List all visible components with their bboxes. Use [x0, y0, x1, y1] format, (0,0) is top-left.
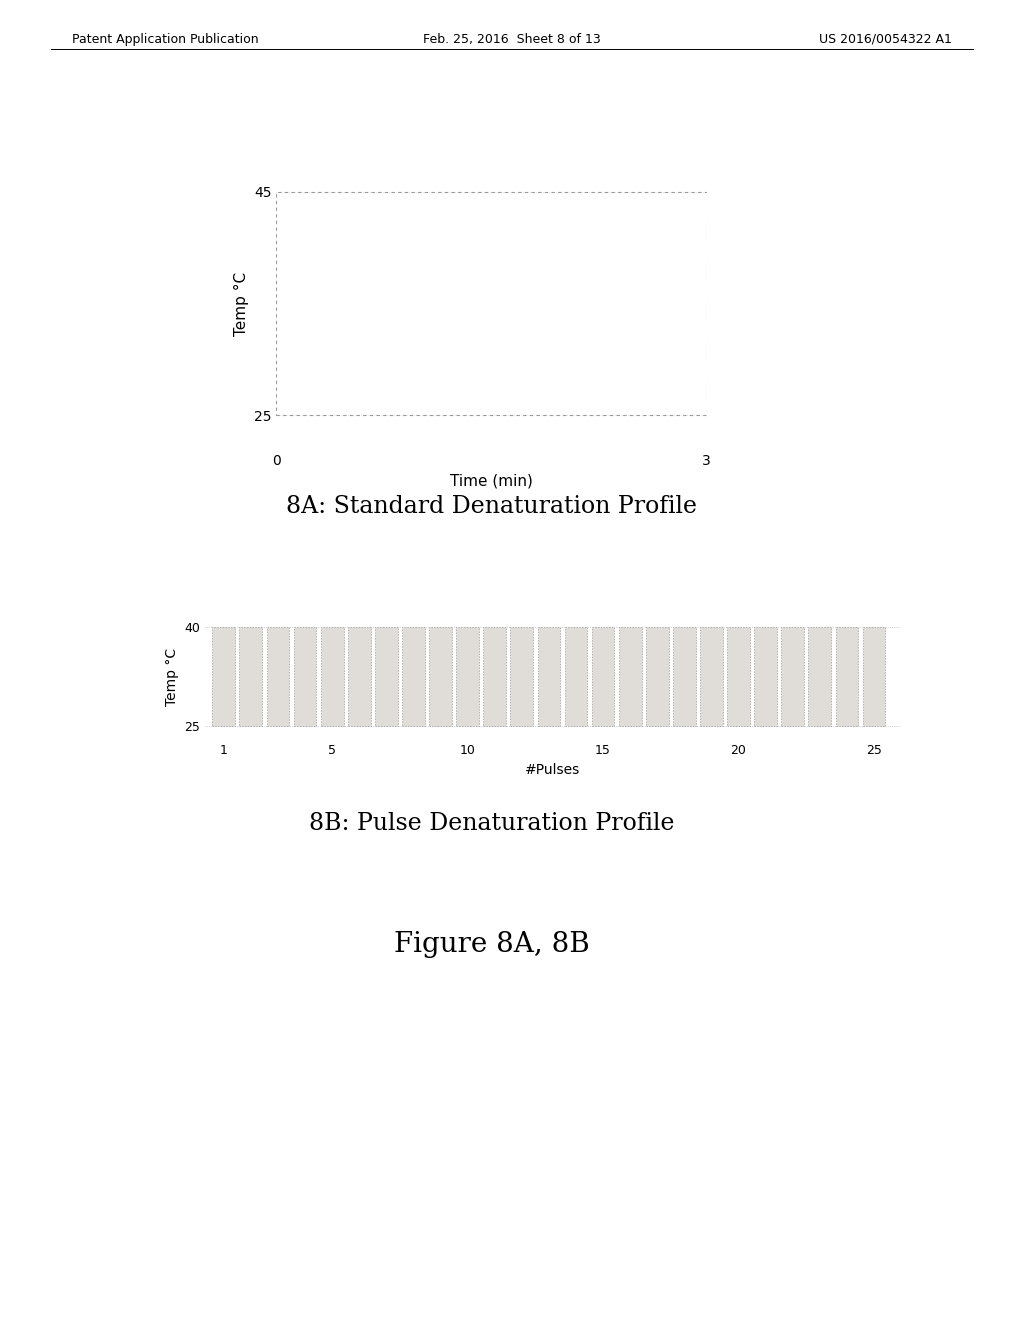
Bar — [592, 627, 614, 726]
Text: 8A: Standard Denaturation Profile: 8A: Standard Denaturation Profile — [286, 495, 697, 517]
Bar — [402, 627, 425, 726]
Bar — [276, 191, 707, 416]
Text: 8B: Pulse Denaturation Profile: 8B: Pulse Denaturation Profile — [309, 812, 674, 834]
Bar — [538, 627, 560, 726]
Bar — [348, 627, 371, 726]
Text: US 2016/0054322 A1: US 2016/0054322 A1 — [819, 33, 952, 46]
Bar — [375, 627, 397, 726]
Bar — [240, 627, 262, 726]
Bar — [212, 627, 236, 726]
Bar — [862, 627, 886, 726]
Bar — [294, 627, 316, 726]
Bar — [700, 627, 723, 726]
Bar — [836, 627, 858, 726]
Bar — [429, 627, 452, 726]
Bar — [646, 627, 669, 726]
Bar — [618, 627, 642, 726]
Bar — [510, 627, 534, 726]
Bar — [727, 627, 750, 726]
Text: Feb. 25, 2016  Sheet 8 of 13: Feb. 25, 2016 Sheet 8 of 13 — [423, 33, 601, 46]
Text: Figure 8A, 8B: Figure 8A, 8B — [393, 931, 590, 957]
Bar — [809, 627, 831, 726]
Bar — [781, 627, 804, 726]
X-axis label: #Pulses: #Pulses — [525, 763, 581, 776]
X-axis label: Time (min): Time (min) — [451, 473, 532, 488]
Y-axis label: Temp °C: Temp °C — [233, 272, 249, 335]
Text: Patent Application Publication: Patent Application Publication — [72, 33, 258, 46]
Bar — [321, 627, 343, 726]
Bar — [564, 627, 588, 726]
Bar — [457, 627, 479, 726]
Y-axis label: Temp °C: Temp °C — [165, 647, 178, 706]
Bar — [673, 627, 695, 726]
Bar — [483, 627, 506, 726]
Bar — [755, 627, 777, 726]
Bar — [266, 627, 290, 726]
